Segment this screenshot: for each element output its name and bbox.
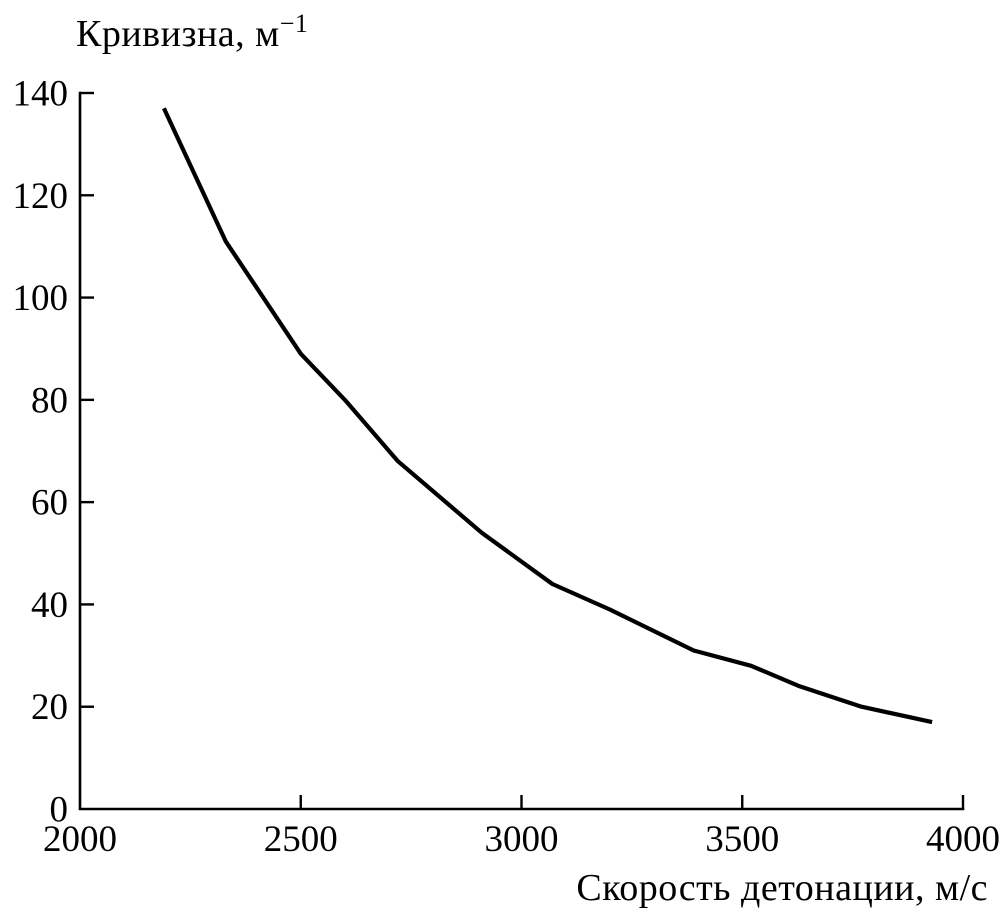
data-curve [161, 107, 933, 725]
y-tick-label: 100 [13, 278, 69, 319]
y-tick-label: 40 [31, 585, 68, 626]
x-tick-label: 3000 [485, 819, 559, 860]
y-axis-title-superscript: −1 [279, 9, 309, 38]
tick-labels: 0 20 40 60 80 100 120 140 2000 2500 3000 3500 4000 [13, 74, 1001, 861]
y-tick-label: 120 [13, 176, 69, 217]
y-tick-label: 60 [31, 483, 68, 524]
y-tick-label: 80 [31, 380, 68, 421]
y-axis-title: Кривизна, м−1 [76, 9, 309, 56]
y-tick-label: 140 [13, 74, 69, 115]
x-tick-label: 2500 [264, 819, 338, 860]
y-axis-title-text: Кривизна, м [76, 13, 280, 55]
x-axis-title: Скорость детонации, м/с [576, 867, 988, 909]
x-tick-label: 2000 [43, 819, 117, 860]
x-tick-label: 4000 [926, 819, 1000, 860]
y-tick-label: 20 [31, 687, 68, 728]
tick-marks [80, 91, 965, 809]
y-tick-label: 0 [50, 790, 69, 831]
x-tick-label: 3500 [705, 819, 779, 860]
axes [78, 91, 965, 811]
